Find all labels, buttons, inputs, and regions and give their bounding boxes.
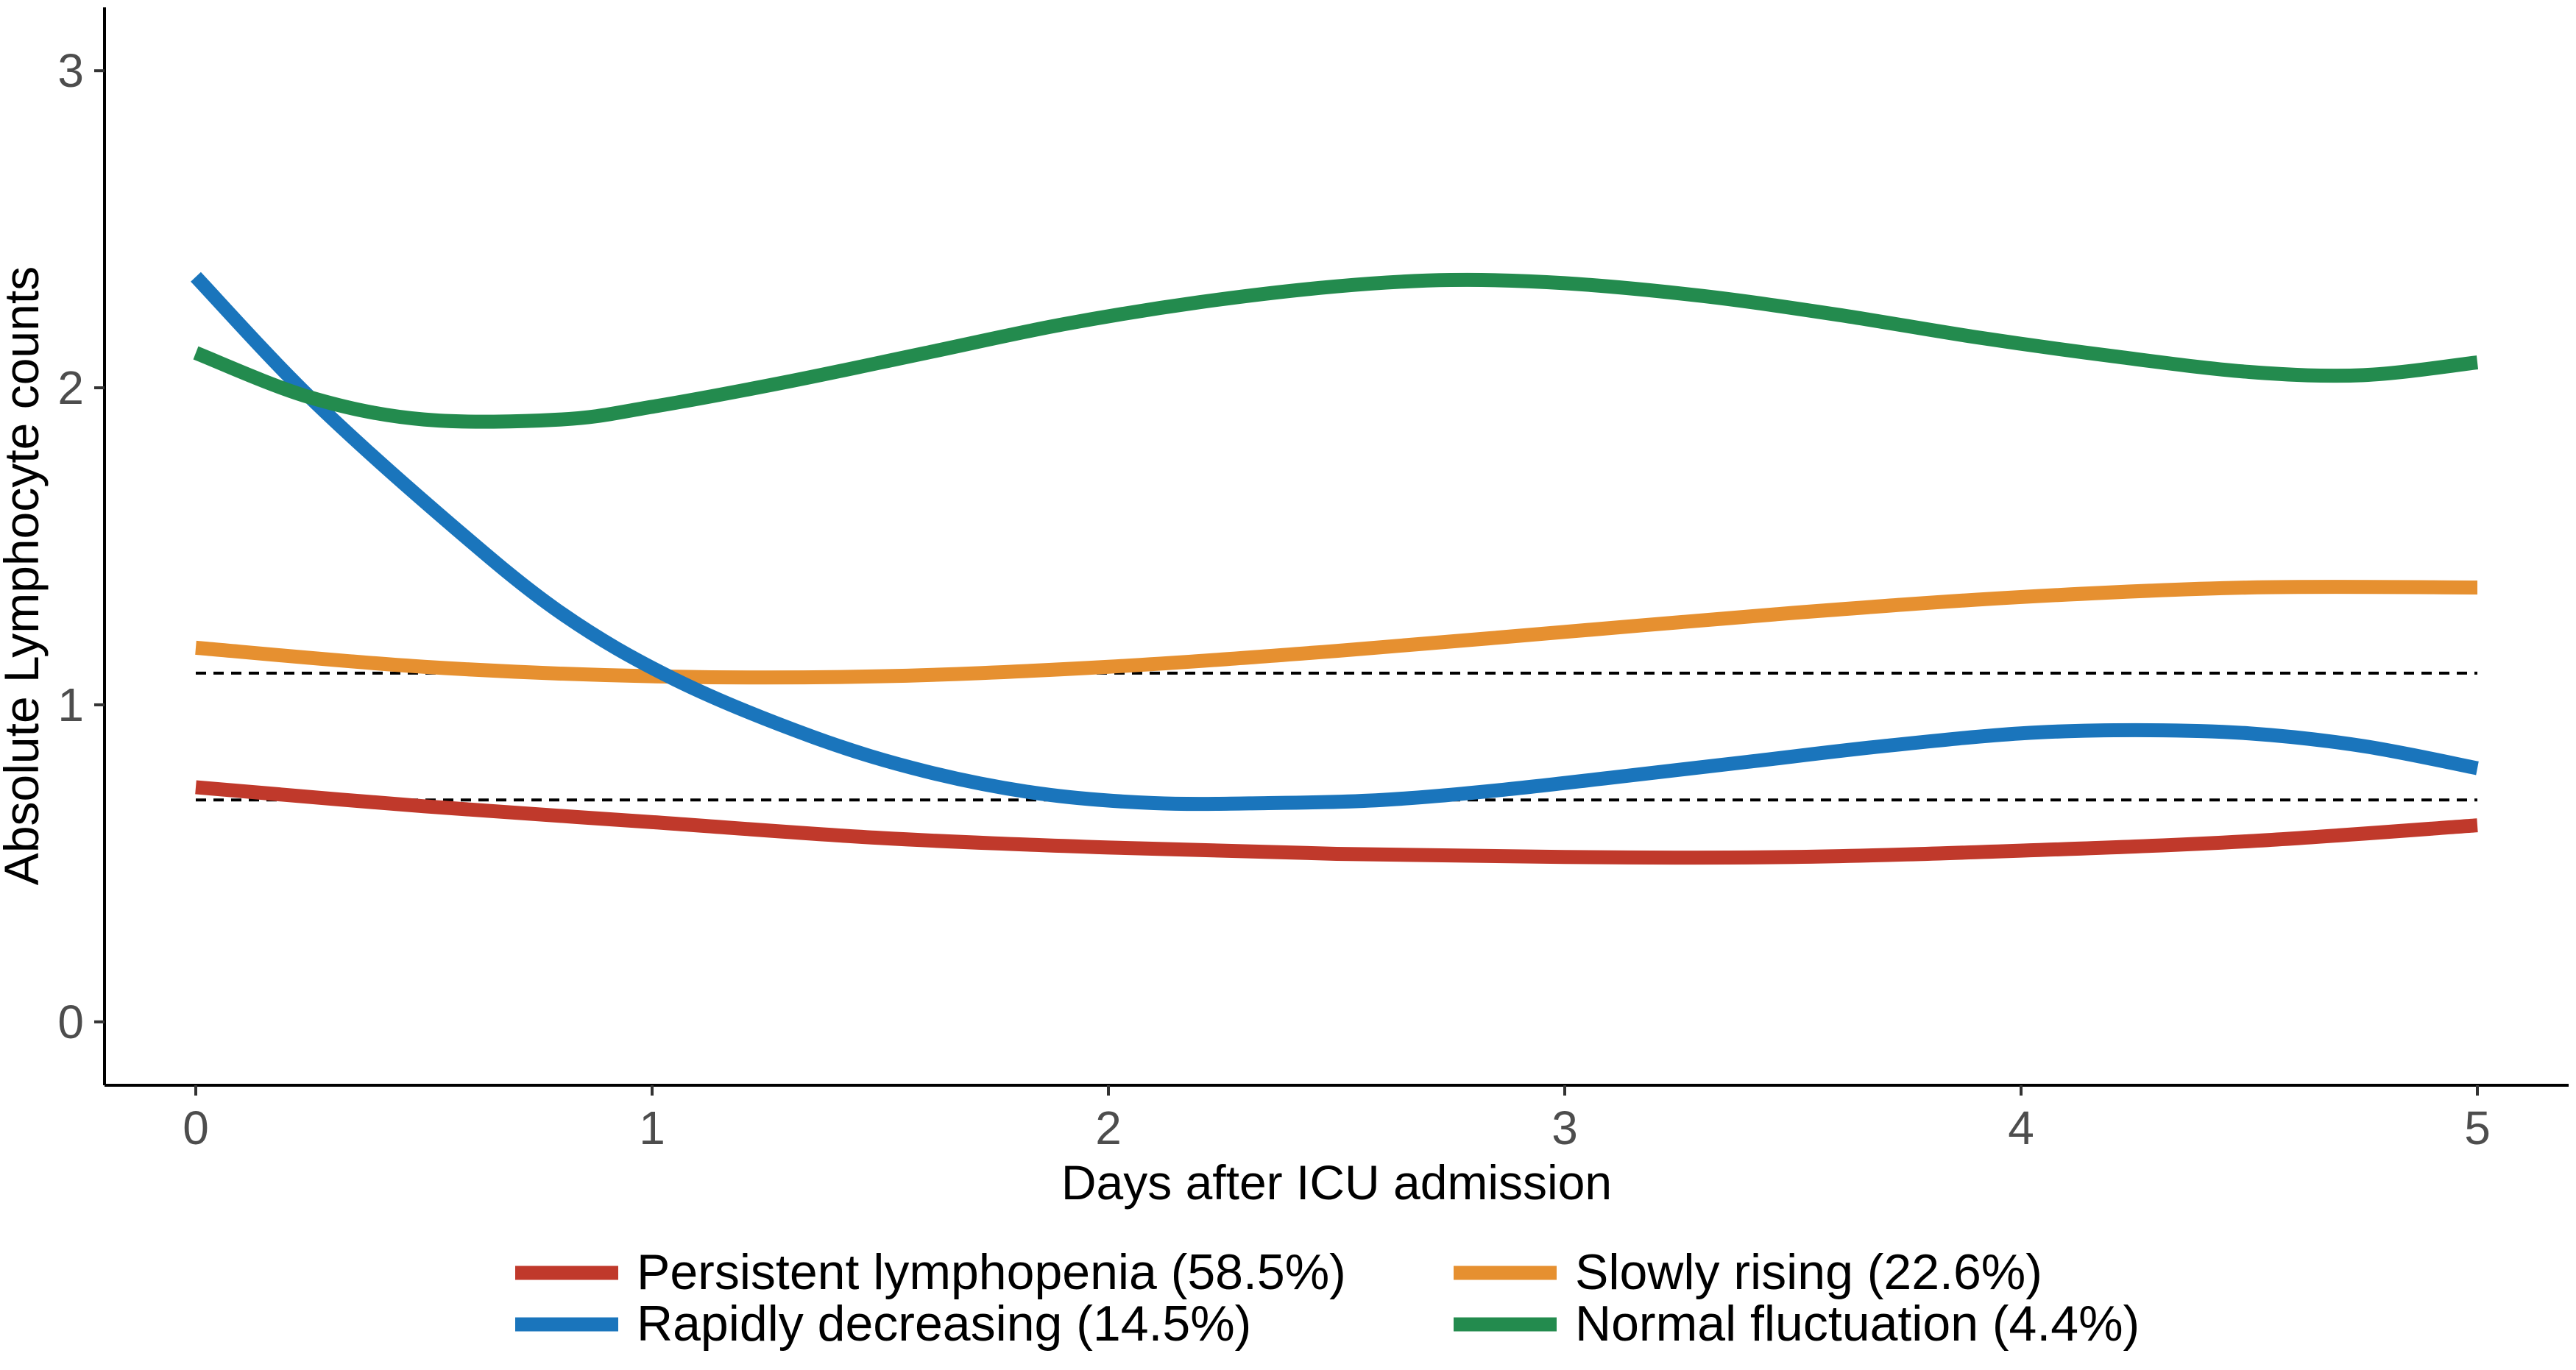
y-ticks: 0 1 2 3 [57,44,105,1048]
y-axis-title: Absolute Lymphocyte counts [0,266,49,885]
legend: Persistent lymphopenia (58.5%) Slowly ris… [515,1244,2140,1352]
legend-label: Slowly rising (22.6%) [1575,1244,2042,1300]
series-line-1 [195,580,2478,685]
y-tick-label: 3 [57,44,84,97]
x-tick-label: 1 [639,1101,665,1154]
x-tick-label: 4 [2008,1101,2034,1154]
axes [103,7,2569,1087]
legend-label: Rapidly decreasing (14.5%) [637,1296,1251,1352]
y-tick-label: 1 [57,678,84,731]
x-axis-title: Days after ICU admission [1061,1155,1612,1210]
x-tick-label: 5 [2464,1101,2491,1154]
x-tick-label: 3 [1551,1101,1578,1154]
series-line-2 [191,271,2479,812]
legend-label: Persistent lymphopenia (58.5%) [637,1244,1346,1300]
series-line-0 [195,780,2478,865]
series-lines [191,271,2479,865]
y-tick-label: 2 [57,361,84,414]
x-tick-label: 0 [183,1101,209,1154]
x-tick-label: 2 [1095,1101,1122,1154]
series-line-3 [193,272,2479,429]
x-ticks: 0 1 2 3 4 5 [183,1085,2491,1154]
y-tick-label: 0 [57,995,84,1048]
legend-label: Normal fluctuation (4.4%) [1575,1296,2140,1352]
